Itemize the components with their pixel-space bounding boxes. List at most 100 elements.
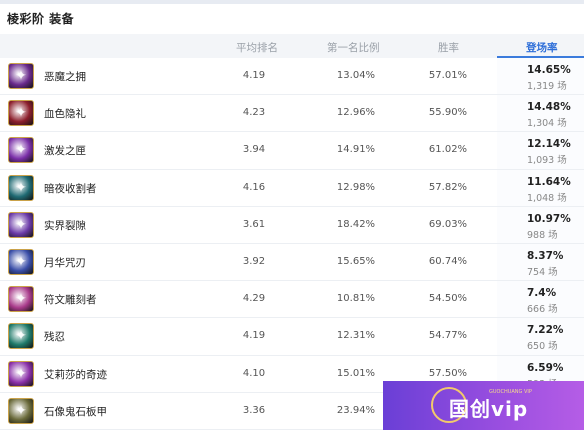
first-rate-value: 23.94% xyxy=(336,404,376,416)
item-name[interactable]: 艾莉莎的奇迹 xyxy=(44,368,107,381)
moon-blade-icon[interactable]: ✦ xyxy=(8,248,34,275)
item-glyph-icon: ✦ xyxy=(15,291,27,308)
avg-rank-value: 4.19 xyxy=(242,70,266,81)
crimson-gift-icon[interactable]: ✦ xyxy=(8,100,34,127)
pick-rate-cell-bg xyxy=(497,281,584,318)
item-name[interactable]: 符文雕刻者 xyxy=(44,294,97,307)
item-table: ✦ 恶魔之拥 4.19 13.04% 57.01% 14.65% 1,319 场… xyxy=(0,58,584,430)
win-rate-value: 57.50% xyxy=(428,367,468,379)
game-count-value: 650 场 xyxy=(527,341,558,353)
col-avg-rank[interactable]: 平均排名 xyxy=(236,42,278,54)
first-rate-value: 15.01% xyxy=(336,367,376,379)
item-glyph-icon: ✦ xyxy=(15,328,27,345)
game-count-value: 988 场 xyxy=(527,229,558,241)
pick-rate-value: 7.4% xyxy=(527,287,557,300)
pick-rate-value: 11.64% xyxy=(527,175,571,188)
win-rate-value: 57.01% xyxy=(428,70,468,81)
table-row[interactable]: ✦ 符文雕刻者 4.29 10.81% 54.50% 7.4% 666 场 xyxy=(0,281,584,319)
pick-rate-cell-bg xyxy=(497,132,584,169)
table-header: 平均排名 第一名比例 胜率 登场率 xyxy=(0,34,584,58)
demon-embrace-icon[interactable]: ✦ xyxy=(8,63,34,89)
first-rate-value: 18.42% xyxy=(336,218,376,230)
item-name[interactable]: 残忍 xyxy=(44,331,65,344)
pick-rate-cell-bg xyxy=(497,318,584,355)
active-sort-indicator xyxy=(497,56,584,58)
avg-rank-value: 4.10 xyxy=(242,367,266,379)
first-rate-value: 15.65% xyxy=(336,255,376,267)
avg-rank-value: 3.36 xyxy=(242,404,266,416)
watermark-tag: GUOCHUANG VIP xyxy=(489,389,532,395)
watermark-text: 国创vip xyxy=(449,397,529,421)
item-glyph-icon: ✦ xyxy=(15,142,27,159)
item-name[interactable]: 恶魔之拥 xyxy=(44,71,86,83)
avg-rank-value: 4.23 xyxy=(242,107,266,119)
avg-rank-value: 4.29 xyxy=(242,293,266,305)
gargoyle-plate-icon[interactable]: ✦ xyxy=(8,397,34,424)
first-rate-value: 13.04% xyxy=(336,70,376,81)
night-reaper-icon[interactable]: ✦ xyxy=(8,174,34,201)
item-glyph-icon: ✦ xyxy=(15,253,27,270)
avg-rank-value: 3.94 xyxy=(242,144,266,156)
item-glyph-icon: ✦ xyxy=(15,179,27,196)
table-row[interactable]: ✦ 月华咒刃 3.92 15.65% 60.74% 8.37% 754 场 xyxy=(0,243,584,282)
win-rate-value: 69.03% xyxy=(428,218,468,230)
win-rate-value: 57.82% xyxy=(428,181,468,193)
pick-rate-value: 14.48% xyxy=(527,101,571,114)
pick-rate-value: 10.97% xyxy=(527,212,571,225)
pick-rate-value: 12.14% xyxy=(527,138,571,151)
item-name[interactable]: 石像鬼石板甲 xyxy=(44,405,107,418)
item-glyph-icon: ✦ xyxy=(15,365,27,382)
game-count-value: 1,304 场 xyxy=(527,118,567,130)
game-count-value: 1,048 场 xyxy=(527,192,567,204)
item-name[interactable]: 激发之匣 xyxy=(44,145,86,158)
cruelty-icon[interactable]: ✦ xyxy=(8,323,34,350)
item-name[interactable]: 血色隐礼 xyxy=(44,108,86,121)
item-glyph-icon: ✦ xyxy=(15,216,27,233)
game-count-value: 754 场 xyxy=(527,266,558,278)
pick-rate-value: 14.65% xyxy=(527,64,571,76)
pick-rate-cell-bg xyxy=(497,95,584,132)
item-name[interactable]: 暗夜收割者 xyxy=(44,182,97,195)
win-rate-value: 54.77% xyxy=(428,330,468,342)
table-row[interactable]: ✦ 激发之匣 3.94 14.91% 61.02% 12.14% 1,093 场 xyxy=(0,132,584,170)
item-glyph-icon: ✦ xyxy=(15,105,27,122)
table-row[interactable]: ✦ 恶魔之拥 4.19 13.04% 57.01% 14.65% 1,319 场 xyxy=(0,58,584,96)
win-rate-value: 60.74% xyxy=(428,255,468,267)
game-count-value: 666 场 xyxy=(527,304,558,316)
col-win-rate[interactable]: 胜率 xyxy=(438,42,459,54)
col-first-rate[interactable]: 第一名比例 xyxy=(327,42,380,54)
pick-rate-value: 6.59% xyxy=(527,361,564,374)
table-row[interactable]: ✦ 暗夜收割者 4.16 12.98% 57.82% 11.64% 1,048 … xyxy=(0,169,584,207)
item-name[interactable]: 月华咒刃 xyxy=(44,256,86,269)
avg-rank-value: 3.92 xyxy=(242,255,266,267)
win-rate-value: 54.50% xyxy=(428,293,468,305)
first-rate-value: 12.96% xyxy=(336,107,376,119)
win-rate-value: 61.02% xyxy=(428,144,468,156)
pick-rate-cell-bg xyxy=(497,206,584,243)
first-rate-value: 10.81% xyxy=(336,293,376,305)
table-row[interactable]: ✦ 血色隐礼 4.23 12.96% 55.90% 14.48% 1,304 场 xyxy=(0,95,584,133)
col-pick-rate[interactable]: 登场率 xyxy=(526,42,558,54)
top-bar xyxy=(0,0,584,4)
pick-rate-value: 7.22% xyxy=(527,324,564,337)
watermark-logo: 国创vip GUOCHUANG VIP xyxy=(383,381,584,430)
item-glyph-icon: ✦ xyxy=(15,68,27,84)
rune-carver-icon[interactable]: ✦ xyxy=(8,286,34,313)
pick-rate-cell-bg xyxy=(497,243,584,281)
game-count-value: 1,093 场 xyxy=(527,155,567,167)
first-rate-value: 14.91% xyxy=(336,144,376,156)
table-row[interactable]: ✦ 残忍 4.19 12.31% 54.77% 7.22% 650 场 xyxy=(0,318,584,356)
win-rate-value: 55.90% xyxy=(428,107,468,119)
avg-rank-value: 4.19 xyxy=(242,330,266,342)
avg-rank-value: 4.16 xyxy=(242,181,266,193)
game-count-value: 1,319 场 xyxy=(527,81,567,92)
table-row[interactable]: ✦ 实界裂隙 3.61 18.42% 69.03% 10.97% 988 场 xyxy=(0,206,584,244)
rift-icon[interactable]: ✦ xyxy=(8,211,34,238)
first-rate-value: 12.31% xyxy=(336,330,376,342)
spark-box-icon[interactable]: ✦ xyxy=(8,137,34,164)
section-title: 棱彩阶 装备 xyxy=(7,12,75,26)
elisa-miracle-icon[interactable]: ✦ xyxy=(8,360,34,387)
item-name[interactable]: 实界裂隙 xyxy=(44,219,86,232)
first-rate-value: 12.98% xyxy=(336,181,376,193)
avg-rank-value: 3.61 xyxy=(242,218,266,230)
